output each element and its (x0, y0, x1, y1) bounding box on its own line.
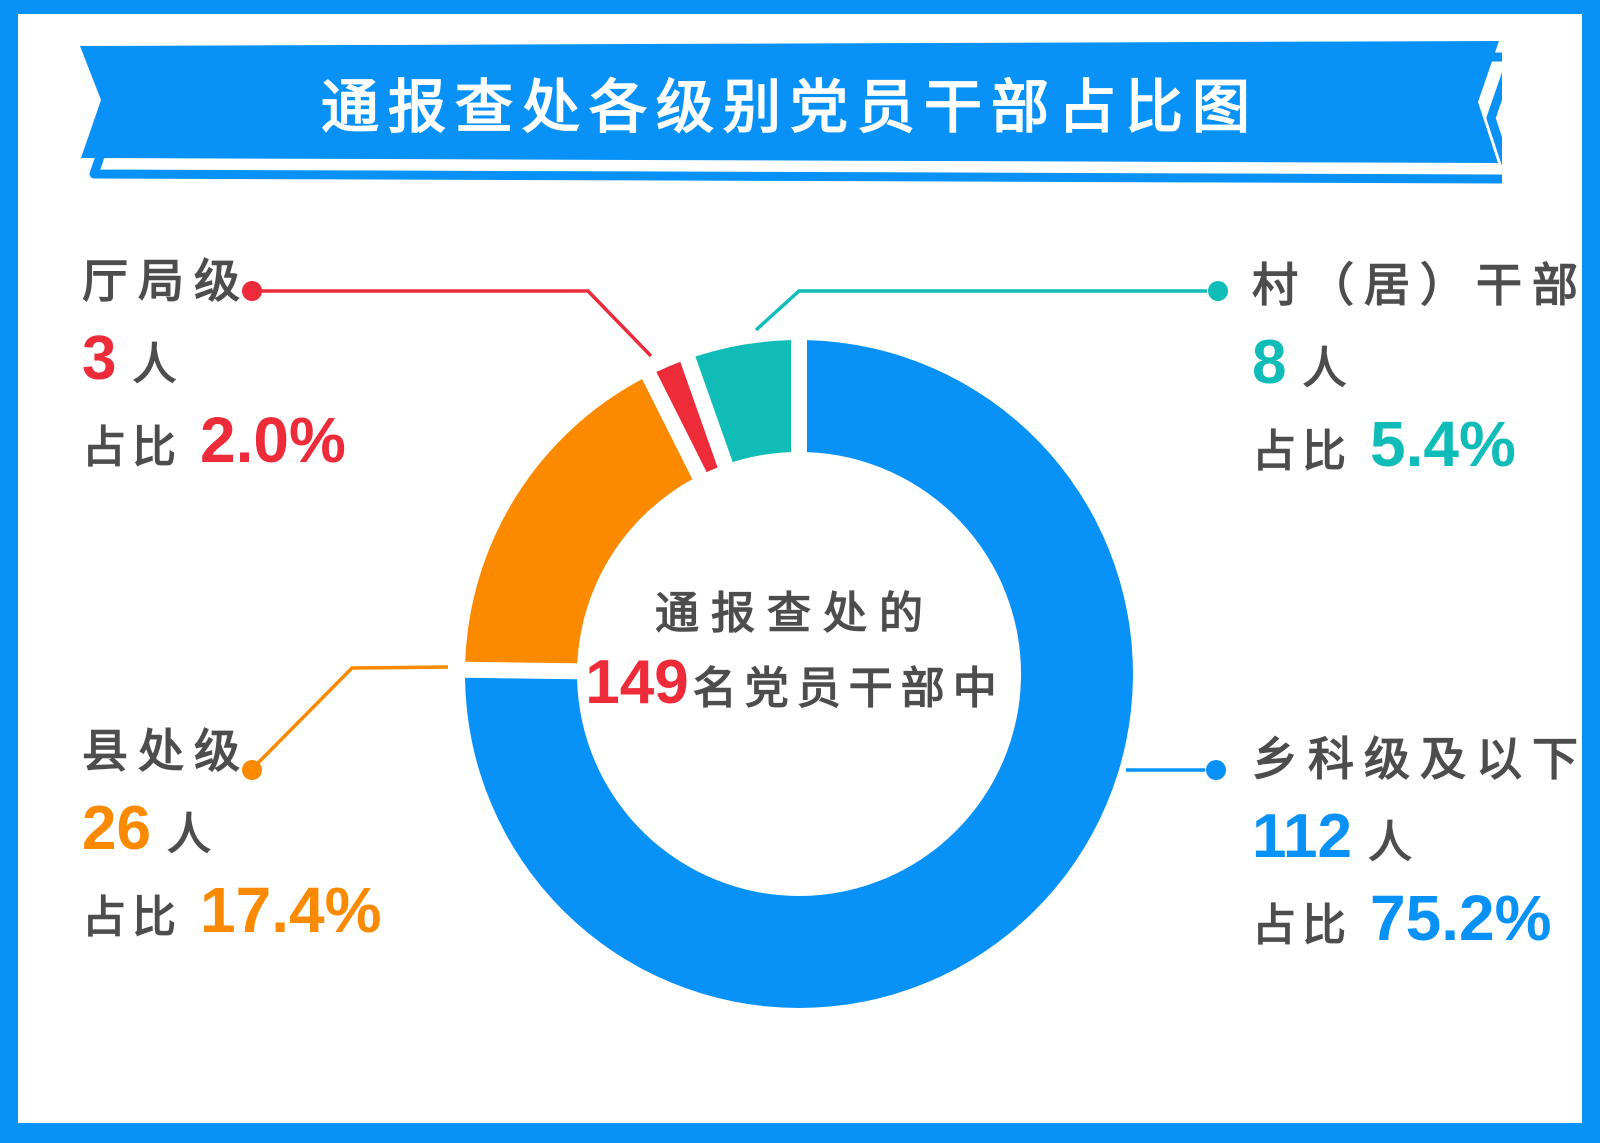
center-line2-text: 名党员干部中 (692, 664, 1005, 713)
donut-slice-xianchuji (465, 379, 693, 664)
leader-line-cunjuganbu (754, 289, 1207, 332)
leader-dot-tingjuji (242, 281, 262, 301)
callout-ratio-row: 占比 2.0% (82, 408, 346, 472)
callout-count-row: 3 人 (82, 328, 346, 390)
callout-name: 厅局级 (82, 255, 250, 307)
callout-name: 县处级 (82, 725, 250, 777)
leader-dot-cunjuganbu (1208, 281, 1228, 301)
callout-tingjuji: 厅局级 3 人 占比 2.0% (82, 258, 346, 472)
page-title: 通报查处各级别党员干部占比图 (320, 75, 1259, 140)
callout-unit: 人 (1368, 818, 1413, 867)
callout-ratio-row: 占比 17.4% (82, 878, 381, 942)
ratio-prefix: 占比 (1252, 901, 1352, 950)
callout-count: 3 (82, 324, 117, 393)
banner-ribbon (80, 41, 1499, 163)
callout-xiangkeji: 乡科级及以下 112 人 占比 75.2% (1252, 736, 1588, 950)
callout-ratio-row: 占比 75.2% (1252, 886, 1588, 950)
center-line2: 149 名党员干部中 (585, 652, 1004, 714)
callout-xianchuji: 县处级 26 人 占比 17.4% (82, 728, 381, 942)
callout-count: 26 (82, 794, 151, 863)
donut-slice-tingjuji (656, 361, 718, 473)
callout-unit: 人 (166, 810, 211, 859)
callout-count-row: 112 人 (1252, 806, 1588, 868)
total-count: 149 (585, 648, 689, 717)
callout-unit: 人 (132, 340, 177, 389)
ratio-prefix: 占比 (82, 423, 182, 472)
callout-count-row: 26 人 (82, 798, 381, 860)
callout-count: 112 (1252, 802, 1353, 871)
ratio-percent: 5.4% (1370, 408, 1516, 480)
callout-name: 乡科级及以下 (1252, 733, 1588, 785)
donut-slice-cunjuganbu (695, 340, 791, 463)
donut-slices (465, 340, 1133, 1009)
callout-cunjuganbu: 村（居）干部 8 人 占比 5.4% (1252, 262, 1588, 476)
center-line1: 通报查处的 (654, 589, 935, 638)
callout-ratio-row: 占比 5.4% (1252, 412, 1588, 476)
callout-count-row: 8 人 (1252, 332, 1588, 394)
title-banner (80, 41, 1502, 184)
ratio-percent: 17.4% (200, 874, 382, 946)
leader-line-tingjuji (252, 289, 653, 358)
ratio-percent: 2.0% (200, 404, 346, 476)
leader-line-xianchuji (256, 665, 449, 765)
callout-count: 8 (1252, 328, 1287, 397)
leader-dot-xianchuji (242, 760, 262, 780)
ratio-percent: 75.2% (1370, 882, 1552, 954)
callout-name: 村（居）干部 (1252, 259, 1588, 311)
ratio-prefix: 占比 (82, 893, 182, 942)
leader-dot-xiangkeji (1206, 760, 1226, 780)
donut-slice-xiangkeji (465, 340, 1133, 1009)
callout-unit: 人 (1302, 344, 1347, 393)
donut-center-label: 通报查处的 149 名党员干部中 (585, 592, 1004, 714)
ratio-prefix: 占比 (1252, 427, 1352, 476)
